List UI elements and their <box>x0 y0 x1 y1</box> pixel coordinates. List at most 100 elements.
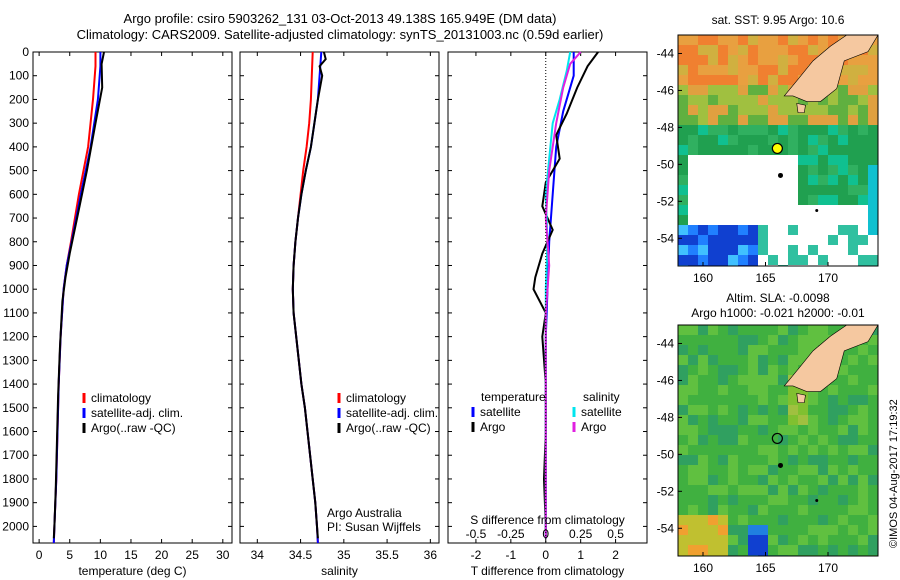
map-cell <box>778 325 788 335</box>
map-cell <box>748 45 758 55</box>
map-cell <box>868 115 878 125</box>
map-cell <box>818 135 828 145</box>
map-cell <box>838 535 848 545</box>
map-cell <box>858 355 868 365</box>
map-cell <box>778 195 788 205</box>
map-cell <box>738 535 748 545</box>
map-cell <box>728 385 738 395</box>
map-cell <box>738 515 748 525</box>
map-cell <box>838 105 848 115</box>
map-cell <box>808 185 818 195</box>
map-cell <box>688 65 698 75</box>
map-cell <box>788 465 798 475</box>
map-cell <box>688 345 698 355</box>
map-cell <box>678 115 688 125</box>
map-cell <box>798 215 808 225</box>
x-tick-label: 35 <box>337 548 351 562</box>
map-cell <box>788 135 798 145</box>
map-cell <box>708 215 718 225</box>
x-axis-label: temperature (deg C) <box>78 564 186 578</box>
map-cell <box>778 45 788 55</box>
map-cell <box>828 165 838 175</box>
map-cell <box>798 155 808 165</box>
map-cell <box>718 85 728 95</box>
map-cell <box>858 115 868 125</box>
map-cell <box>708 495 718 505</box>
map-cell <box>728 325 738 335</box>
map-cell <box>798 435 808 445</box>
map-cell <box>718 235 728 245</box>
map-cell <box>808 195 818 205</box>
map-cell <box>768 535 778 545</box>
map-cell <box>718 335 728 345</box>
y-tick-label: 1300 <box>2 353 29 367</box>
map-cell <box>798 535 808 545</box>
map-cell <box>818 105 828 115</box>
map-cell <box>838 95 848 105</box>
map-cell <box>818 245 828 255</box>
map-cell <box>778 345 788 355</box>
map-cell <box>848 115 858 125</box>
map-cell <box>758 385 768 395</box>
map-cell <box>698 425 708 435</box>
map-cell <box>778 165 788 175</box>
map-cell <box>778 95 788 105</box>
map-cell <box>728 135 738 145</box>
map-cell <box>778 205 788 215</box>
map-cell <box>718 395 728 405</box>
map-cell <box>698 135 708 145</box>
map-cell <box>768 135 778 145</box>
map-cell <box>858 55 868 65</box>
map-cell <box>778 415 788 425</box>
map-cell <box>788 485 798 495</box>
map-cell <box>788 405 798 415</box>
map-cell <box>768 385 778 395</box>
map-cell <box>748 425 758 435</box>
map-cell <box>768 455 778 465</box>
map-cell <box>868 205 878 215</box>
map-cell <box>848 185 858 195</box>
map-cell <box>758 125 768 135</box>
map-cell <box>678 125 688 135</box>
map-cell <box>708 375 718 385</box>
map-cell <box>748 505 758 515</box>
map-cell <box>798 345 808 355</box>
map-cell <box>838 455 848 465</box>
map-cell <box>698 245 708 255</box>
map-cell <box>838 525 848 535</box>
map-cell <box>718 95 728 105</box>
map-cell <box>858 545 868 555</box>
map-cell <box>698 405 708 415</box>
map-cell <box>718 245 728 255</box>
map-cell <box>758 95 768 105</box>
map-cell <box>738 145 748 155</box>
map-cell <box>828 415 838 425</box>
map-cell <box>838 75 848 85</box>
map-cell <box>828 545 838 555</box>
map-cell <box>728 115 738 125</box>
map-cell <box>728 105 738 115</box>
map-cell <box>678 225 688 235</box>
map-cell <box>848 135 858 145</box>
y-tick-label: 2000 <box>2 519 29 533</box>
map-cell <box>778 395 788 405</box>
map-cell <box>848 505 858 515</box>
map-cell <box>778 495 788 505</box>
panel-difference: -2 -1 0 1 2 T difference from climatology -0.5… <box>447 51 648 578</box>
map-cell <box>858 495 868 505</box>
map-cell <box>828 95 838 105</box>
map-cell <box>808 395 818 405</box>
map-cell <box>698 205 708 215</box>
map-cell <box>838 115 848 125</box>
map-cell <box>838 505 848 515</box>
map-cell <box>868 75 878 85</box>
map-cell <box>778 105 788 115</box>
map-cell <box>748 485 758 495</box>
map-title: Altim. SLA: -0.0098 <box>726 291 830 305</box>
map-cell <box>728 505 738 515</box>
y-tick-label: 1800 <box>2 472 29 486</box>
map-cell <box>758 485 768 495</box>
map-cell <box>698 95 708 105</box>
map-cell <box>748 435 758 445</box>
map-cell <box>708 95 718 105</box>
